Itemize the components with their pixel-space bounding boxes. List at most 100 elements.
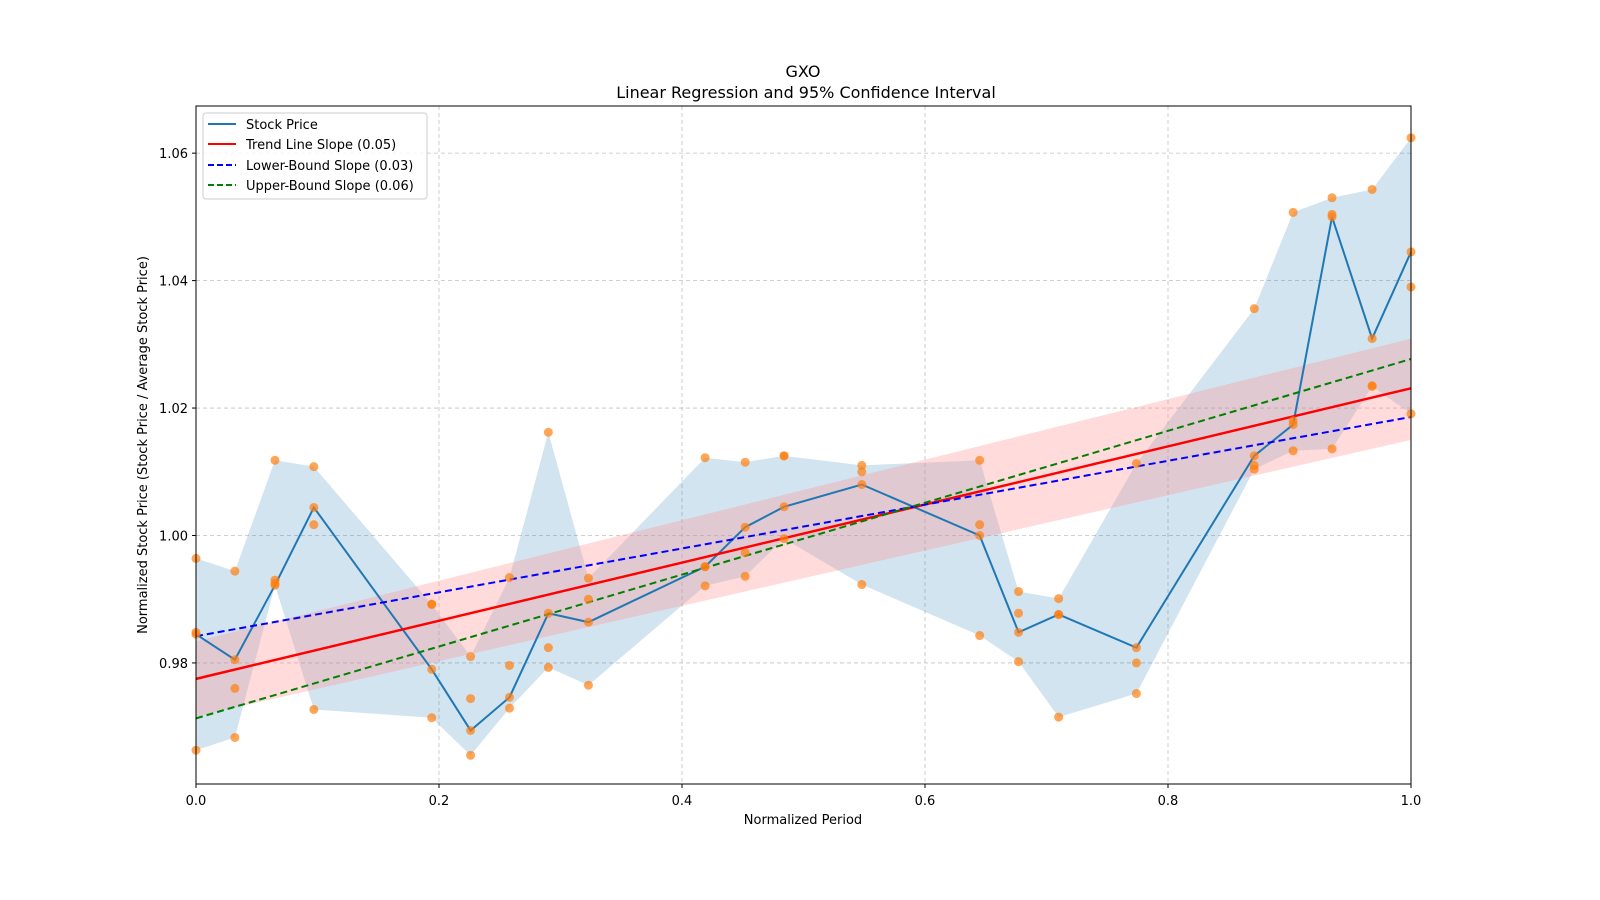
legend-label-stock-price: Stock Price bbox=[246, 118, 318, 133]
trend-line bbox=[195, 387, 1412, 681]
scatter-point bbox=[583, 680, 593, 690]
lower-bound-line bbox=[195, 415, 1412, 638]
x-tick-label: 0.4 bbox=[672, 794, 693, 809]
x-tick-label: 0.8 bbox=[1158, 794, 1179, 809]
scatter-point bbox=[1327, 212, 1337, 222]
scatter-point bbox=[1054, 594, 1064, 604]
scatter-point bbox=[583, 573, 593, 583]
y-tick-label: 1.00 bbox=[159, 529, 188, 544]
legend-box bbox=[202, 112, 428, 200]
scatter-point bbox=[1288, 420, 1298, 430]
price-range-area bbox=[196, 137, 1411, 756]
scatter-point bbox=[700, 581, 710, 591]
scatter-point bbox=[700, 453, 710, 463]
scatter-point bbox=[1367, 184, 1377, 194]
scatter-point bbox=[1288, 207, 1298, 217]
scatter-point bbox=[543, 608, 553, 618]
scatter-point bbox=[309, 502, 319, 512]
y-tick-label: 0.98 bbox=[159, 657, 188, 672]
y-tick-label: 1.04 bbox=[159, 275, 188, 290]
scatter-point bbox=[1327, 444, 1337, 454]
legend: Stock Price Trend Line Slope (0.05) Lowe… bbox=[202, 112, 428, 200]
scatter-point bbox=[504, 573, 514, 583]
plot-frame bbox=[195, 105, 1412, 785]
scatter-point bbox=[1249, 464, 1259, 474]
scatter-point bbox=[779, 534, 789, 544]
scatter-point bbox=[1054, 712, 1064, 722]
scatter-point bbox=[270, 455, 280, 465]
chart-subtitle: Linear Regression and 95% Confidence Int… bbox=[616, 83, 996, 102]
legend-label-lower-bound: Lower-Bound Slope (0.03) bbox=[246, 159, 413, 174]
upper-bound-line bbox=[195, 358, 1412, 720]
scatter-point bbox=[857, 460, 867, 470]
scatter-point bbox=[1249, 304, 1259, 314]
scatter-point bbox=[740, 457, 750, 467]
stock-price-line bbox=[195, 216, 1412, 732]
scatter-point bbox=[740, 571, 750, 581]
scatter-point bbox=[504, 703, 514, 713]
legend-label-trend-line: Trend Line Slope (0.05) bbox=[245, 138, 396, 153]
y-axis-label: Normalized Stock Price (Stock Price / Av… bbox=[136, 256, 151, 634]
scatter-point bbox=[700, 562, 710, 572]
scatter-point bbox=[975, 530, 985, 540]
scatter-point bbox=[1054, 610, 1064, 619]
scatter-point bbox=[975, 520, 985, 530]
scatter-point bbox=[1131, 658, 1141, 668]
x-tick-label: 1.0 bbox=[1401, 794, 1422, 809]
legend-label-upper-bound: Upper-Bound Slope (0.06) bbox=[246, 179, 414, 194]
scatter-point bbox=[466, 694, 476, 704]
scatter-point bbox=[583, 617, 593, 627]
scatter-point bbox=[1014, 608, 1024, 618]
scatter-point bbox=[427, 664, 437, 674]
scatter-point bbox=[230, 566, 240, 576]
price-range-band bbox=[196, 137, 1411, 756]
scatter-point bbox=[230, 655, 240, 665]
scatter-point bbox=[583, 594, 593, 604]
y-axis: 0.98 1.00 1.02 1.04 1.06 bbox=[159, 147, 196, 672]
scatter-point bbox=[1014, 627, 1024, 637]
scatter-point bbox=[309, 704, 319, 714]
scatter-point bbox=[466, 725, 476, 735]
scatter-point bbox=[1131, 689, 1141, 699]
scatter-point bbox=[1014, 587, 1024, 597]
scatter-point bbox=[1014, 657, 1024, 667]
scatter-point bbox=[504, 692, 514, 702]
scatter-point bbox=[779, 451, 789, 461]
scatter-point bbox=[1327, 193, 1337, 203]
scatter-point bbox=[857, 580, 867, 590]
x-axis: 0.0 0.2 0.4 0.6 0.8 1.0 bbox=[186, 784, 1422, 809]
scatter-point bbox=[504, 660, 514, 670]
x-tick-label: 0.0 bbox=[186, 794, 207, 809]
scatter-point bbox=[309, 462, 319, 472]
scatter-point bbox=[427, 713, 437, 723]
scatter-point bbox=[466, 652, 476, 662]
scatter-point bbox=[1249, 451, 1259, 461]
scatter-point bbox=[1288, 446, 1298, 456]
scatter-point bbox=[975, 455, 985, 465]
scatter-point bbox=[1131, 643, 1141, 653]
x-tick-label: 0.6 bbox=[915, 794, 936, 809]
scatter-point bbox=[1367, 381, 1377, 391]
scatter-point bbox=[230, 683, 240, 693]
scatter-point bbox=[857, 467, 867, 477]
scatter-point bbox=[466, 750, 476, 760]
scatter-point bbox=[427, 599, 437, 609]
scatter-point bbox=[857, 480, 867, 490]
scatter-point bbox=[309, 520, 319, 530]
y-tick-label: 1.02 bbox=[159, 402, 188, 417]
scatter-point bbox=[1131, 458, 1141, 468]
scatter-point bbox=[543, 662, 553, 672]
scatter-point bbox=[975, 631, 985, 641]
scatter-point bbox=[740, 522, 750, 532]
scatter-point bbox=[779, 502, 789, 512]
series-lines bbox=[195, 216, 1412, 732]
x-axis-label: Normalized Period bbox=[744, 813, 862, 828]
scatter-point bbox=[543, 643, 553, 653]
scatter-point bbox=[230, 732, 240, 742]
chart-title: GXO bbox=[786, 62, 821, 81]
scatter-point bbox=[543, 427, 553, 437]
y-tick-label: 1.06 bbox=[159, 147, 188, 162]
scatter-point bbox=[1367, 334, 1377, 344]
scatter-point bbox=[740, 548, 750, 558]
